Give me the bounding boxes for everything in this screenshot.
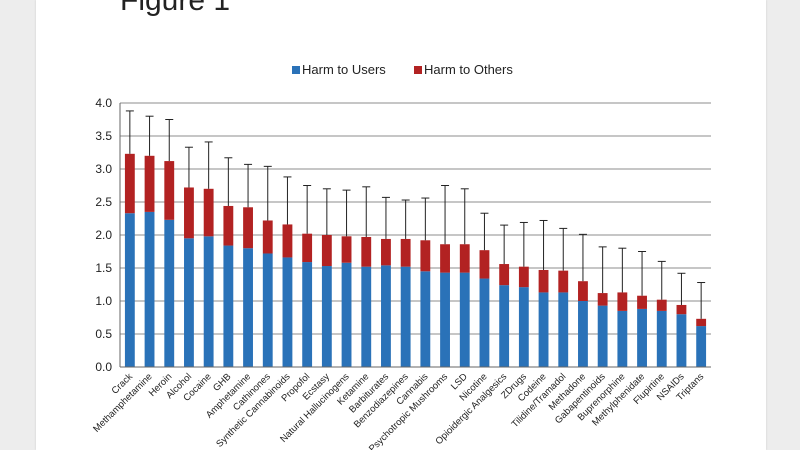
bar-harm-to-others — [656, 299, 667, 311]
bar-harm-to-others — [341, 236, 352, 263]
y-tick-label: 3.5 — [95, 129, 112, 143]
bar-harm-to-users — [499, 285, 510, 367]
bar-harm-to-others — [302, 233, 313, 263]
stacked-bar-chart: 0.00.51.01.52.02.53.03.54.0CrackMethamph… — [91, 62, 711, 450]
bar-harm-to-users — [144, 211, 155, 367]
bar-harm-to-others — [361, 236, 372, 267]
bar-harm-to-users — [381, 265, 391, 367]
bar-harm-to-others — [637, 295, 647, 309]
legend-label-users: Harm to Users — [302, 62, 386, 77]
bar-harm-to-users — [617, 310, 628, 367]
bar-harm-to-users — [597, 305, 608, 367]
legend-swatch-others — [414, 66, 422, 74]
bar-harm-to-others — [499, 264, 510, 286]
bar-harm-to-others — [203, 188, 214, 237]
bar-harm-to-users — [302, 262, 313, 367]
bar-harm-to-others — [676, 304, 687, 315]
y-tick-label: 4.0 — [95, 96, 112, 110]
bar-harm-to-others — [597, 293, 608, 306]
bar-harm-to-others — [164, 161, 175, 220]
bar-harm-to-users — [518, 287, 529, 367]
bar-harm-to-others — [282, 224, 293, 258]
bar-harm-to-users — [243, 248, 253, 367]
y-tick-label: 2.5 — [95, 195, 112, 209]
bar-harm-to-users — [538, 292, 549, 367]
bar-harm-to-others — [538, 269, 549, 293]
bar-harm-to-users — [223, 245, 234, 367]
figure-page: Figure 1 0.0 0.5 1.0 1.5 2.0 2.5 3.0 3.5 4.0 Crac… — [36, 0, 766, 450]
bar-harm-to-users — [124, 213, 135, 367]
bar-harm-to-others — [243, 207, 253, 249]
y-tick-label: 0.5 — [95, 327, 112, 341]
legend-swatch-users — [292, 66, 300, 74]
bar-harm-to-others — [262, 220, 273, 254]
bar-harm-to-others — [696, 318, 707, 327]
bar-harm-to-users — [262, 253, 273, 367]
bar-harm-to-users — [341, 262, 352, 367]
bar-harm-to-users — [656, 310, 667, 367]
bar-harm-to-others — [420, 240, 431, 272]
y-tick-label: 3.0 — [95, 162, 112, 176]
bar-harm-to-users — [282, 257, 293, 367]
bar-harm-to-users — [321, 266, 332, 367]
bar-harm-to-others — [144, 155, 155, 212]
bar-harm-to-users — [637, 308, 647, 367]
bar-harm-to-others — [617, 292, 628, 311]
bar-harm-to-users — [696, 326, 707, 367]
y-tick-label: 1.5 — [95, 261, 112, 275]
bar-harm-to-users — [479, 278, 490, 367]
bar-harm-to-others — [558, 270, 569, 293]
y-tick-label: 2.0 — [95, 228, 112, 242]
bar-harm-to-users — [440, 272, 450, 367]
bar-harm-to-others — [459, 244, 470, 273]
bar-harm-to-others — [381, 238, 391, 266]
bar-harm-to-users — [420, 271, 431, 367]
figure-title: Figure 1 — [120, 0, 231, 17]
bar-harm-to-others — [578, 281, 588, 301]
bar-harm-to-others — [479, 250, 490, 279]
bar-harm-to-others — [184, 187, 194, 239]
bar-harm-to-users — [203, 236, 214, 367]
bar-harm-to-users — [361, 266, 372, 367]
bar-harm-to-others — [321, 235, 332, 267]
bar-harm-to-others — [223, 205, 234, 246]
bar-harm-to-users — [578, 301, 588, 367]
y-tick-label: 1.0 — [95, 294, 112, 308]
bar-harm-to-others — [124, 153, 135, 214]
bar-harm-to-users — [184, 238, 194, 367]
bar-harm-to-users — [676, 314, 687, 367]
bar-harm-to-users — [164, 219, 175, 367]
bar-harm-to-users — [459, 272, 470, 367]
bar-harm-to-users — [400, 266, 411, 367]
legend-label-others: Harm to Others — [424, 62, 513, 77]
bar-harm-to-others — [518, 266, 529, 288]
bar-harm-to-users — [558, 292, 569, 367]
bar-harm-to-others — [400, 238, 411, 267]
y-tick-label: 0.0 — [95, 360, 112, 374]
bar-harm-to-others — [440, 244, 450, 273]
